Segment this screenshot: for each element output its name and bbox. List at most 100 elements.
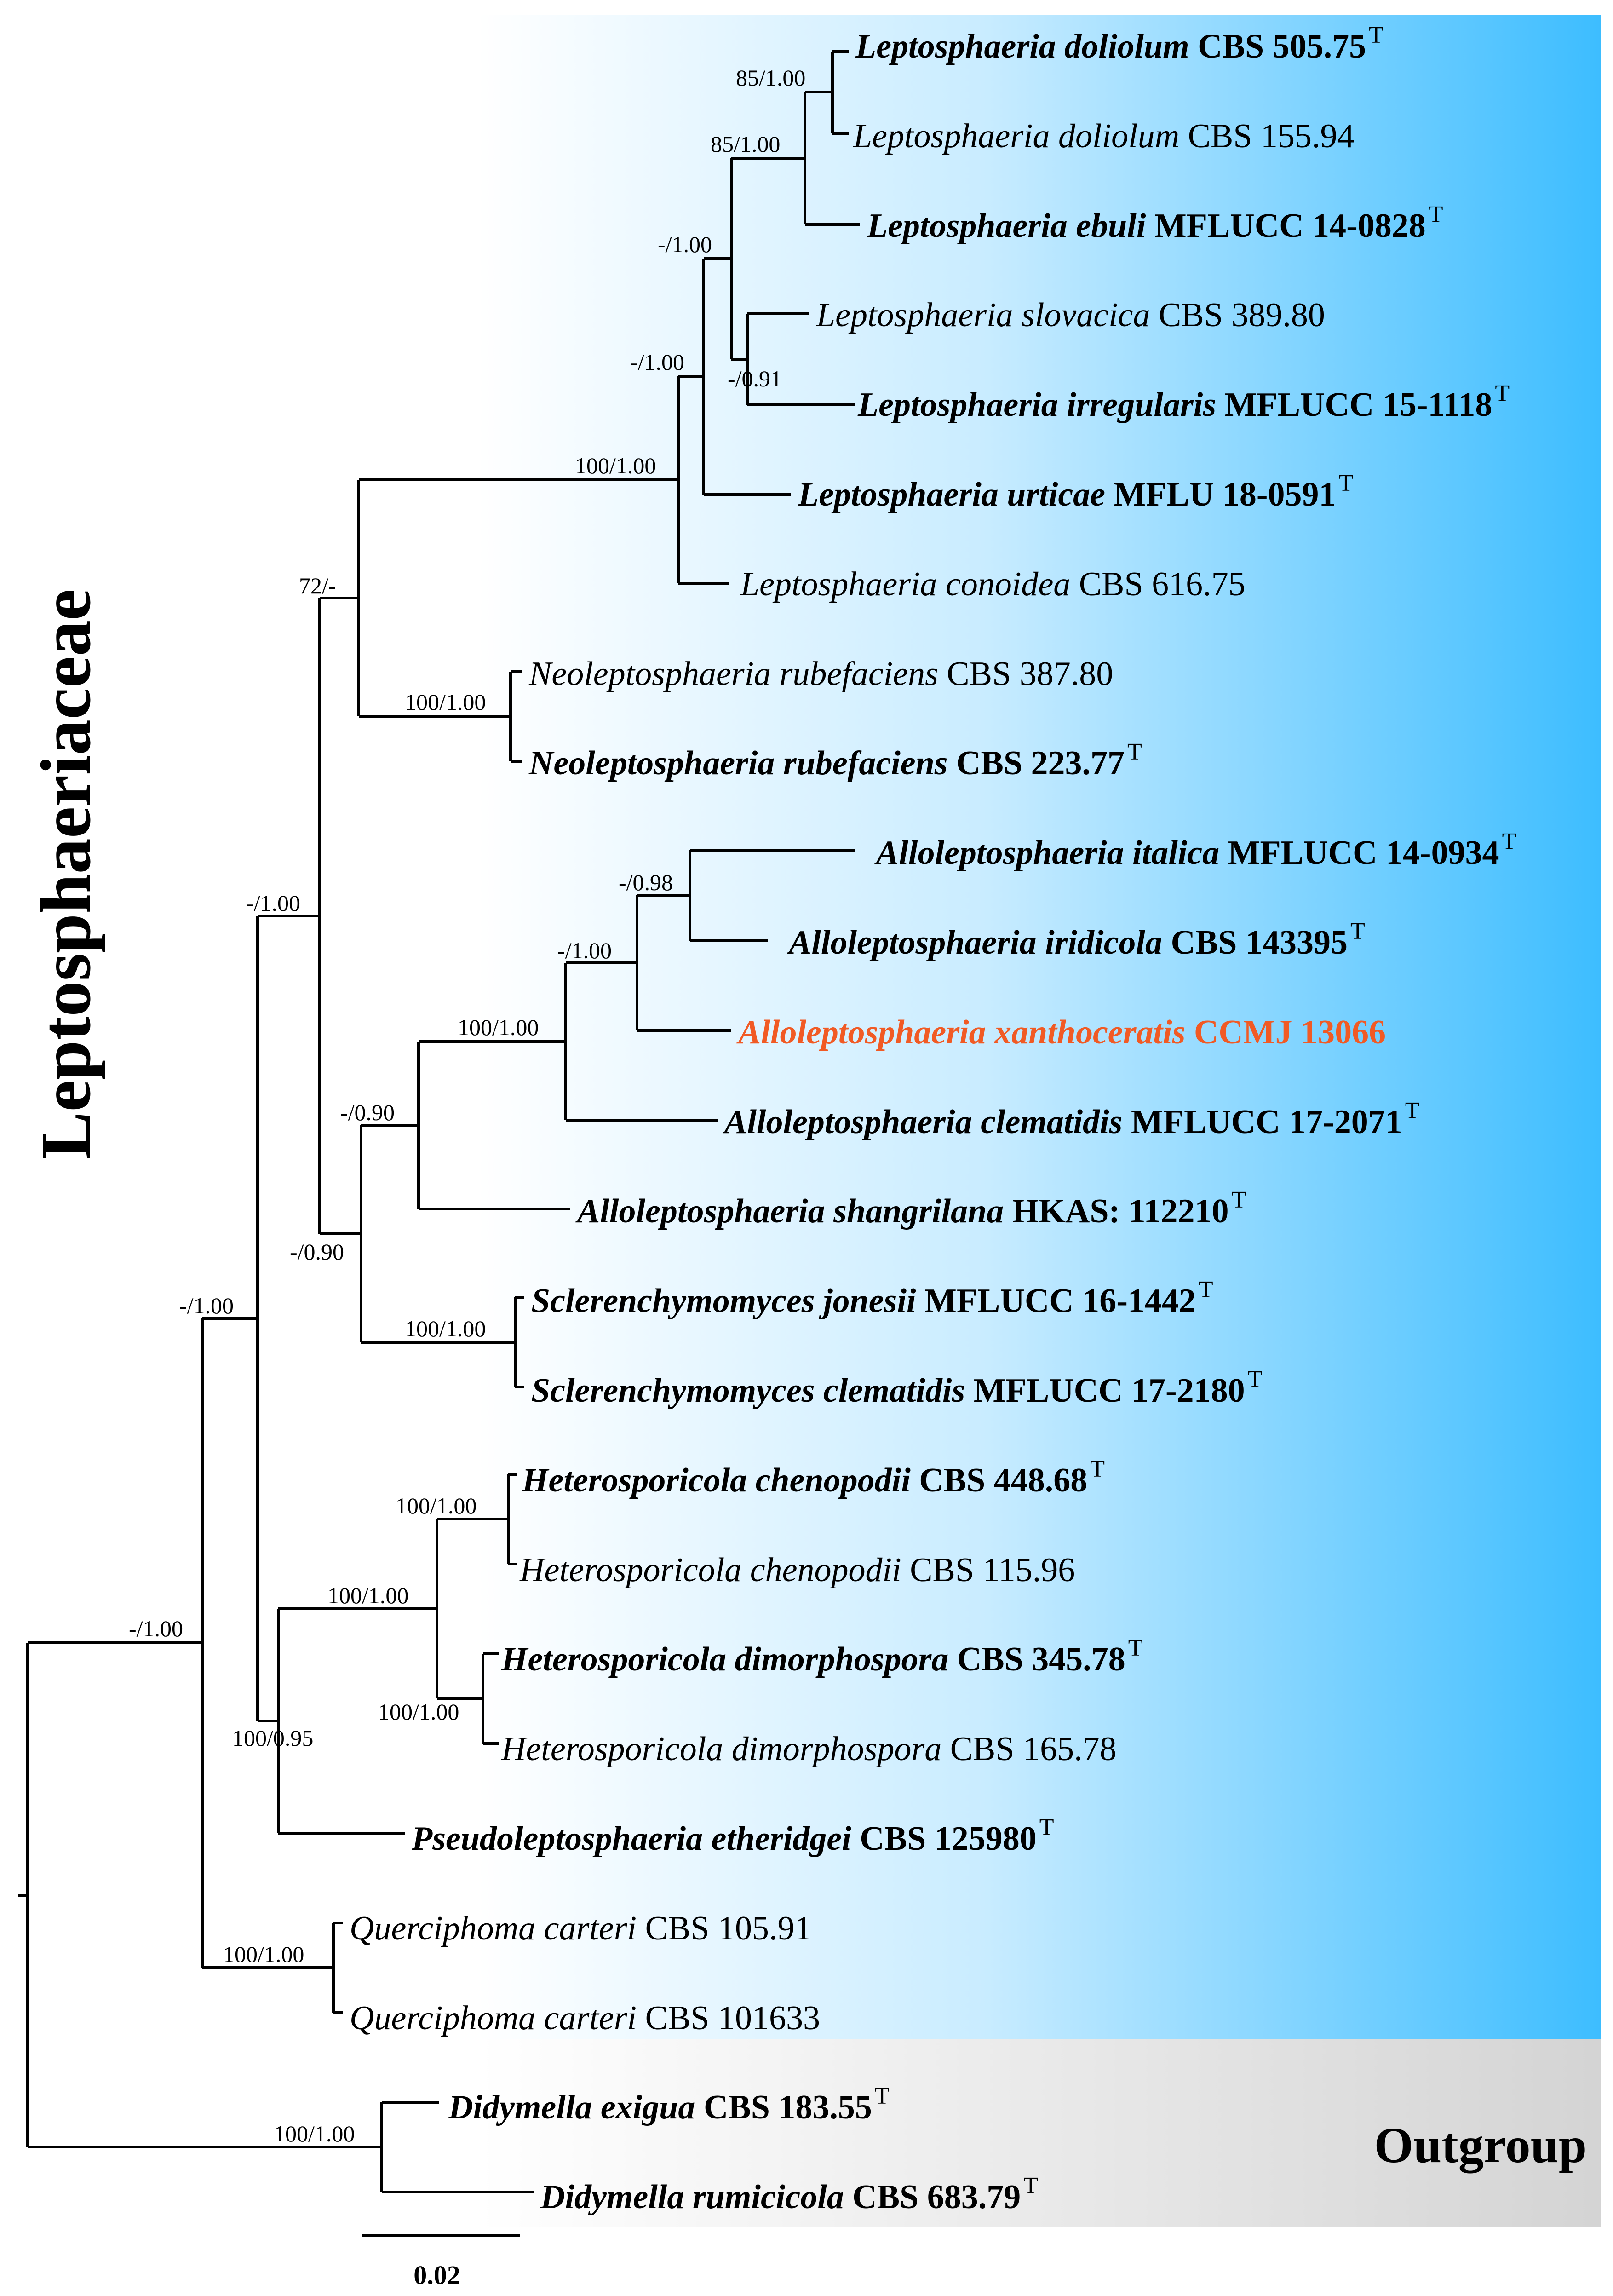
scale-bar-label: 0.02 — [413, 2260, 460, 2290]
type-marker: T — [1232, 1187, 1246, 1213]
strain-code: MFLUCC 14-0934 — [1219, 834, 1499, 872]
taxon-name: Querciphoma carteri — [350, 1999, 637, 2037]
type-marker: T — [1429, 201, 1443, 228]
taxon-name: Leptosphaeria irregularis — [857, 386, 1216, 424]
strain-code: CBS 183.55 — [695, 2089, 872, 2126]
strain-code: CBS 125980 — [851, 1820, 1037, 1858]
tip-label: Pseudoleptosphaeria etheridgei CBS 12598… — [411, 1814, 1054, 1858]
type-marker: T — [1405, 1098, 1420, 1124]
strain-code: CBS 143395 — [1162, 924, 1348, 961]
support-value: -/1.00 — [557, 938, 612, 963]
type-marker: T — [1128, 1635, 1143, 1661]
support-value: -/0.90 — [290, 1239, 344, 1265]
tip-label: Heterosporicola dimorphospora CBS 165.78 — [501, 1730, 1117, 1768]
support-value: 72/- — [299, 573, 336, 598]
type-marker: T — [1350, 918, 1365, 944]
tip-label: Alloleptosphaeria shangrilana HKAS: 1122… — [575, 1187, 1246, 1230]
tip-label: Alloleptosphaeria italica MFLUCC 14-0934… — [874, 829, 1516, 872]
taxon-name: Leptosphaeria conoidea — [740, 565, 1070, 603]
tip-label: Alloleptosphaeria iridicola CBS 143395 T — [787, 918, 1365, 961]
tip-label: Sclerenchymomyces jonesii MFLUCC 16-1442… — [531, 1277, 1213, 1320]
strain-code: MFLUCC 17-2071 — [1122, 1103, 1402, 1141]
ingroup-background — [478, 15, 1601, 2039]
support-value: -/1.00 — [246, 890, 300, 916]
taxon-name: Didymella rumicicola — [540, 2178, 844, 2216]
type-marker: T — [1369, 22, 1383, 48]
strain-code: MFLU 18-0591 — [1105, 476, 1336, 513]
taxon-name: Leptosphaeria ebuli — [867, 207, 1146, 245]
tip-label: Heterosporicola dimorphospora CBS 345.78… — [501, 1635, 1143, 1678]
tip-label: Neoleptosphaeria rubefaciens CBS 387.80 — [528, 655, 1113, 693]
tip-label: Alloleptosphaeria xanthoceratis CCMJ 130… — [736, 1013, 1386, 1051]
taxon-name: Leptosphaeria doliolum — [853, 117, 1179, 155]
taxon-name: Pseudoleptosphaeria etheridgei — [411, 1820, 851, 1858]
type-marker: T — [1090, 1456, 1105, 1482]
type-marker: T — [1495, 380, 1510, 407]
support-value: 100/1.00 — [405, 1316, 486, 1341]
strain-code: CBS 616.75 — [1070, 565, 1245, 603]
support-value: -/1.00 — [630, 349, 684, 375]
taxon-name: Leptosphaeria slovacica — [816, 296, 1150, 334]
strain-code: CBS 683.79 — [844, 2178, 1021, 2216]
taxon-name: Alloleptosphaeria clematidis — [723, 1103, 1122, 1141]
support-value: 100/1.00 — [223, 1941, 304, 1967]
strain-code: MFLUCC 16-1442 — [916, 1282, 1195, 1320]
support-value: 100/1.00 — [396, 1493, 476, 1519]
taxon-name: Heterosporicola chenopodii — [519, 1551, 901, 1589]
strain-code: CCMJ 13066 — [1185, 1013, 1386, 1051]
support-value: 100/1.00 — [274, 2121, 355, 2146]
strain-code: CBS 165.78 — [941, 1730, 1116, 1768]
support-value: -/1.00 — [129, 1616, 183, 1641]
tip-label: Leptosphaeria irregularis MFLUCC 15-1118… — [857, 380, 1510, 424]
family-label: Leptosphaeriaceae — [26, 589, 105, 1159]
support-values: 85/1.00 85/1.00 -/1.00 -/0.91 -/1.00 100… — [129, 65, 805, 2146]
strain-code: MFLUCC 17-2180 — [965, 1372, 1245, 1410]
tip-labels: Leptosphaeria doliolum CBS 505.75 TLeptos… — [350, 22, 1516, 2216]
taxon-name: Heterosporicola dimorphospora — [501, 1730, 941, 1768]
tip-label: Didymella rumicicola CBS 683.79 T — [540, 2173, 1038, 2216]
tree-branches — [18, 50, 860, 2193]
tip-label: Leptosphaeria urticae MFLU 18-0591 T — [798, 470, 1353, 513]
taxon-name: Leptosphaeria doliolum — [855, 28, 1189, 65]
outgroup-label: Outgroup — [1374, 2117, 1587, 2173]
support-value: -/0.98 — [619, 869, 673, 895]
type-marker: T — [1339, 470, 1354, 496]
tip-label: Leptosphaeria ebuli MFLUCC 14-0828 T — [867, 201, 1443, 245]
strain-code: MFLUCC 14-0828 — [1146, 207, 1425, 245]
support-value: 100/1.00 — [575, 453, 656, 478]
taxon-name: Alloleptosphaeria iridicola — [787, 924, 1162, 961]
outgroup-background — [478, 2039, 1601, 2227]
support-value: 100/1.00 — [378, 1699, 459, 1725]
taxon-name: Heterosporicola dimorphospora — [501, 1640, 948, 1678]
strain-code: CBS 223.77 — [948, 744, 1125, 782]
support-value: 85/1.00 — [711, 131, 780, 157]
type-marker: T — [1199, 1277, 1213, 1303]
support-value: -/0.90 — [340, 1099, 395, 1125]
taxon-name: Alloleptosphaeria shangrilana — [575, 1192, 1004, 1230]
taxon-name: Alloleptosphaeria xanthoceratis — [736, 1013, 1185, 1051]
taxon-name: Leptosphaeria urticae — [798, 476, 1105, 513]
strain-code: CBS 387.80 — [938, 655, 1113, 693]
tip-label: Alloleptosphaeria clematidis MFLUCC 17-2… — [723, 1098, 1420, 1141]
tip-label: Leptosphaeria slovacica CBS 389.80 — [816, 296, 1325, 334]
type-marker: T — [1023, 2173, 1038, 2199]
taxon-name: Neoleptosphaeria rubefaciens — [528, 655, 938, 693]
support-value: 100/0.95 — [232, 1725, 313, 1751]
support-value: -/0.91 — [728, 366, 782, 391]
support-value: -/1.00 — [179, 1293, 234, 1318]
tip-label: Heterosporicola chenopodii CBS 448.68 T — [522, 1456, 1105, 1499]
strain-code: CBS 155.94 — [1179, 117, 1354, 155]
tip-label: Leptosphaeria doliolum CBS 155.94 — [853, 117, 1355, 155]
tip-label: Sclerenchymomyces clematidis MFLUCC 17-2… — [531, 1366, 1262, 1410]
taxon-name: Didymella exigua — [448, 2089, 695, 2126]
strain-code: CBS 505.75 — [1189, 28, 1366, 65]
taxon-name: Heterosporicola chenopodii — [522, 1462, 911, 1499]
type-marker: T — [1127, 739, 1142, 765]
strain-code: CBS 448.68 — [911, 1462, 1087, 1499]
tip-label: Querciphoma carteri CBS 101633 — [350, 1999, 820, 2037]
tip-label: Leptosphaeria conoidea CBS 616.75 — [740, 565, 1246, 603]
type-marker: T — [1502, 829, 1517, 855]
strain-code: HKAS: 112210 — [1004, 1192, 1228, 1230]
support-value: 100/1.00 — [458, 1014, 539, 1040]
